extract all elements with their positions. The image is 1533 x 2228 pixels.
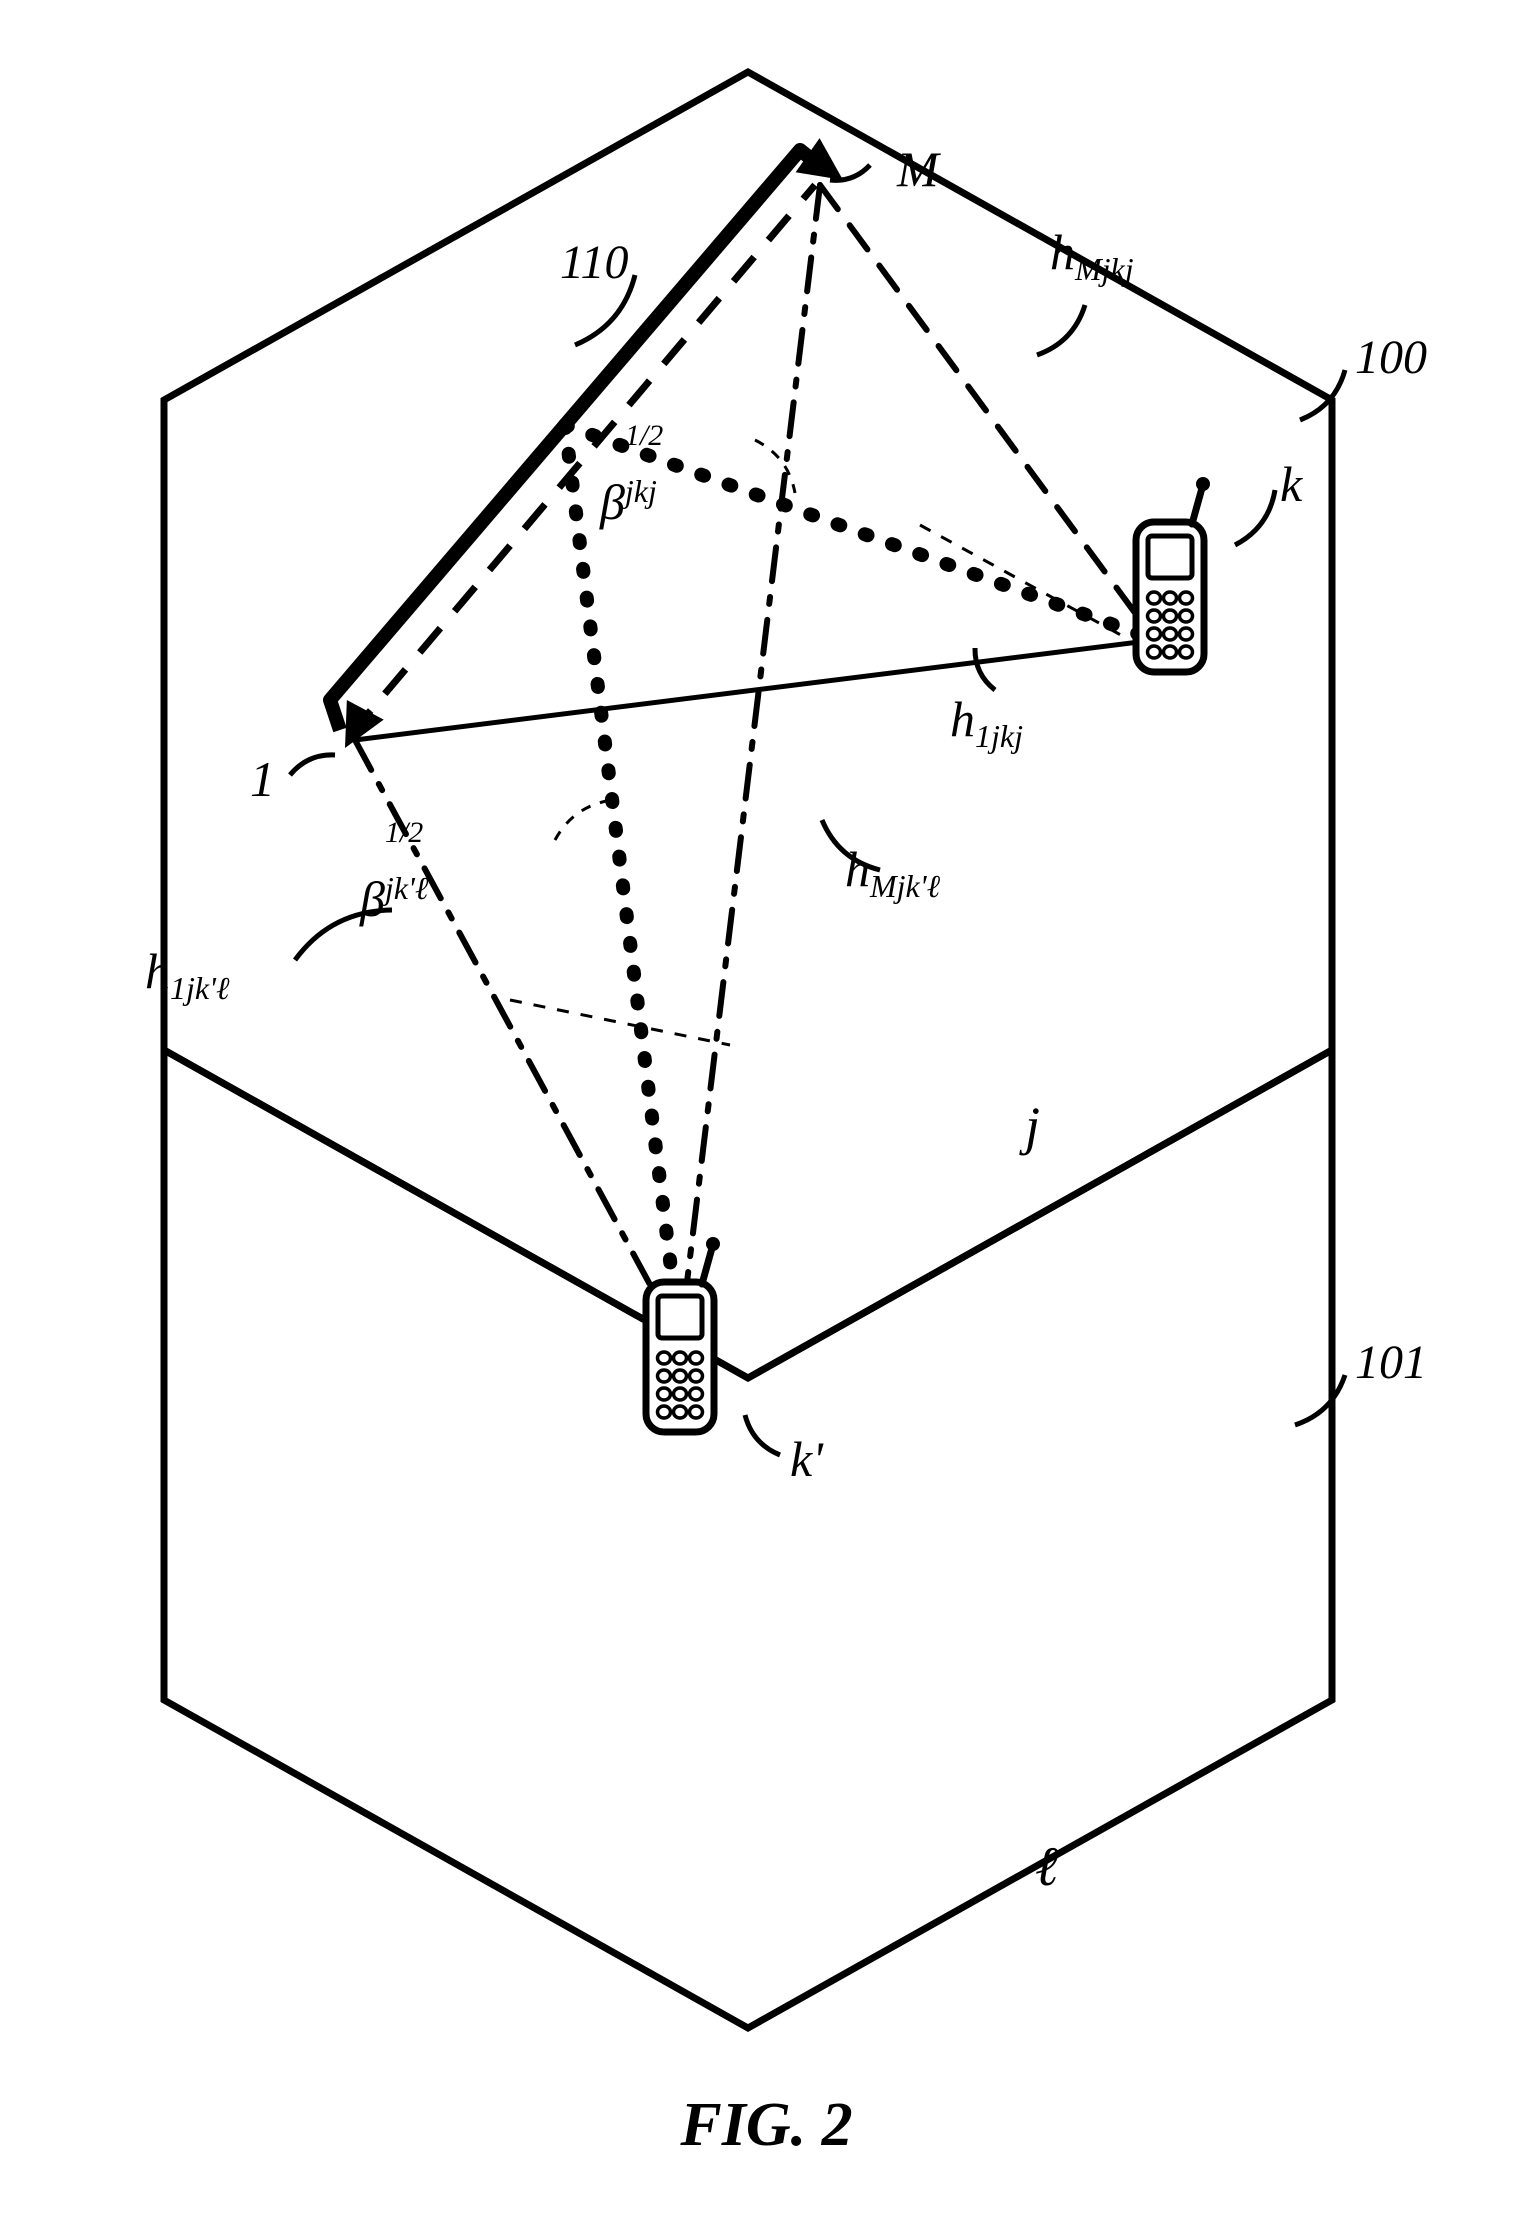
label-1: 1 xyxy=(250,750,275,808)
label-hMjkj: hMjkj xyxy=(1050,223,1134,288)
label-110: 110 xyxy=(560,235,628,290)
label-hMjkl: hMjk'ℓ xyxy=(845,840,940,905)
label-l: ℓ xyxy=(1035,1835,1058,1899)
figure-caption: FIG. 2 xyxy=(0,2090,1533,2161)
label-beta-jkl: β1/2jk'ℓ xyxy=(360,812,428,935)
label-k: k xyxy=(1280,455,1302,513)
label-M: M xyxy=(897,140,939,198)
label-100: 100 xyxy=(1355,330,1427,385)
label-h1jkj: h1jkj xyxy=(950,690,1023,755)
label-h1jkl: h1jk'ℓ xyxy=(145,942,229,1007)
label-101: 101 xyxy=(1355,1335,1427,1390)
diagram-svg xyxy=(0,0,1533,2228)
label-j: j xyxy=(1025,1095,1040,1157)
label-beta-jkj: β1/2jkj xyxy=(600,415,663,538)
label-kprime: k' xyxy=(790,1430,823,1488)
